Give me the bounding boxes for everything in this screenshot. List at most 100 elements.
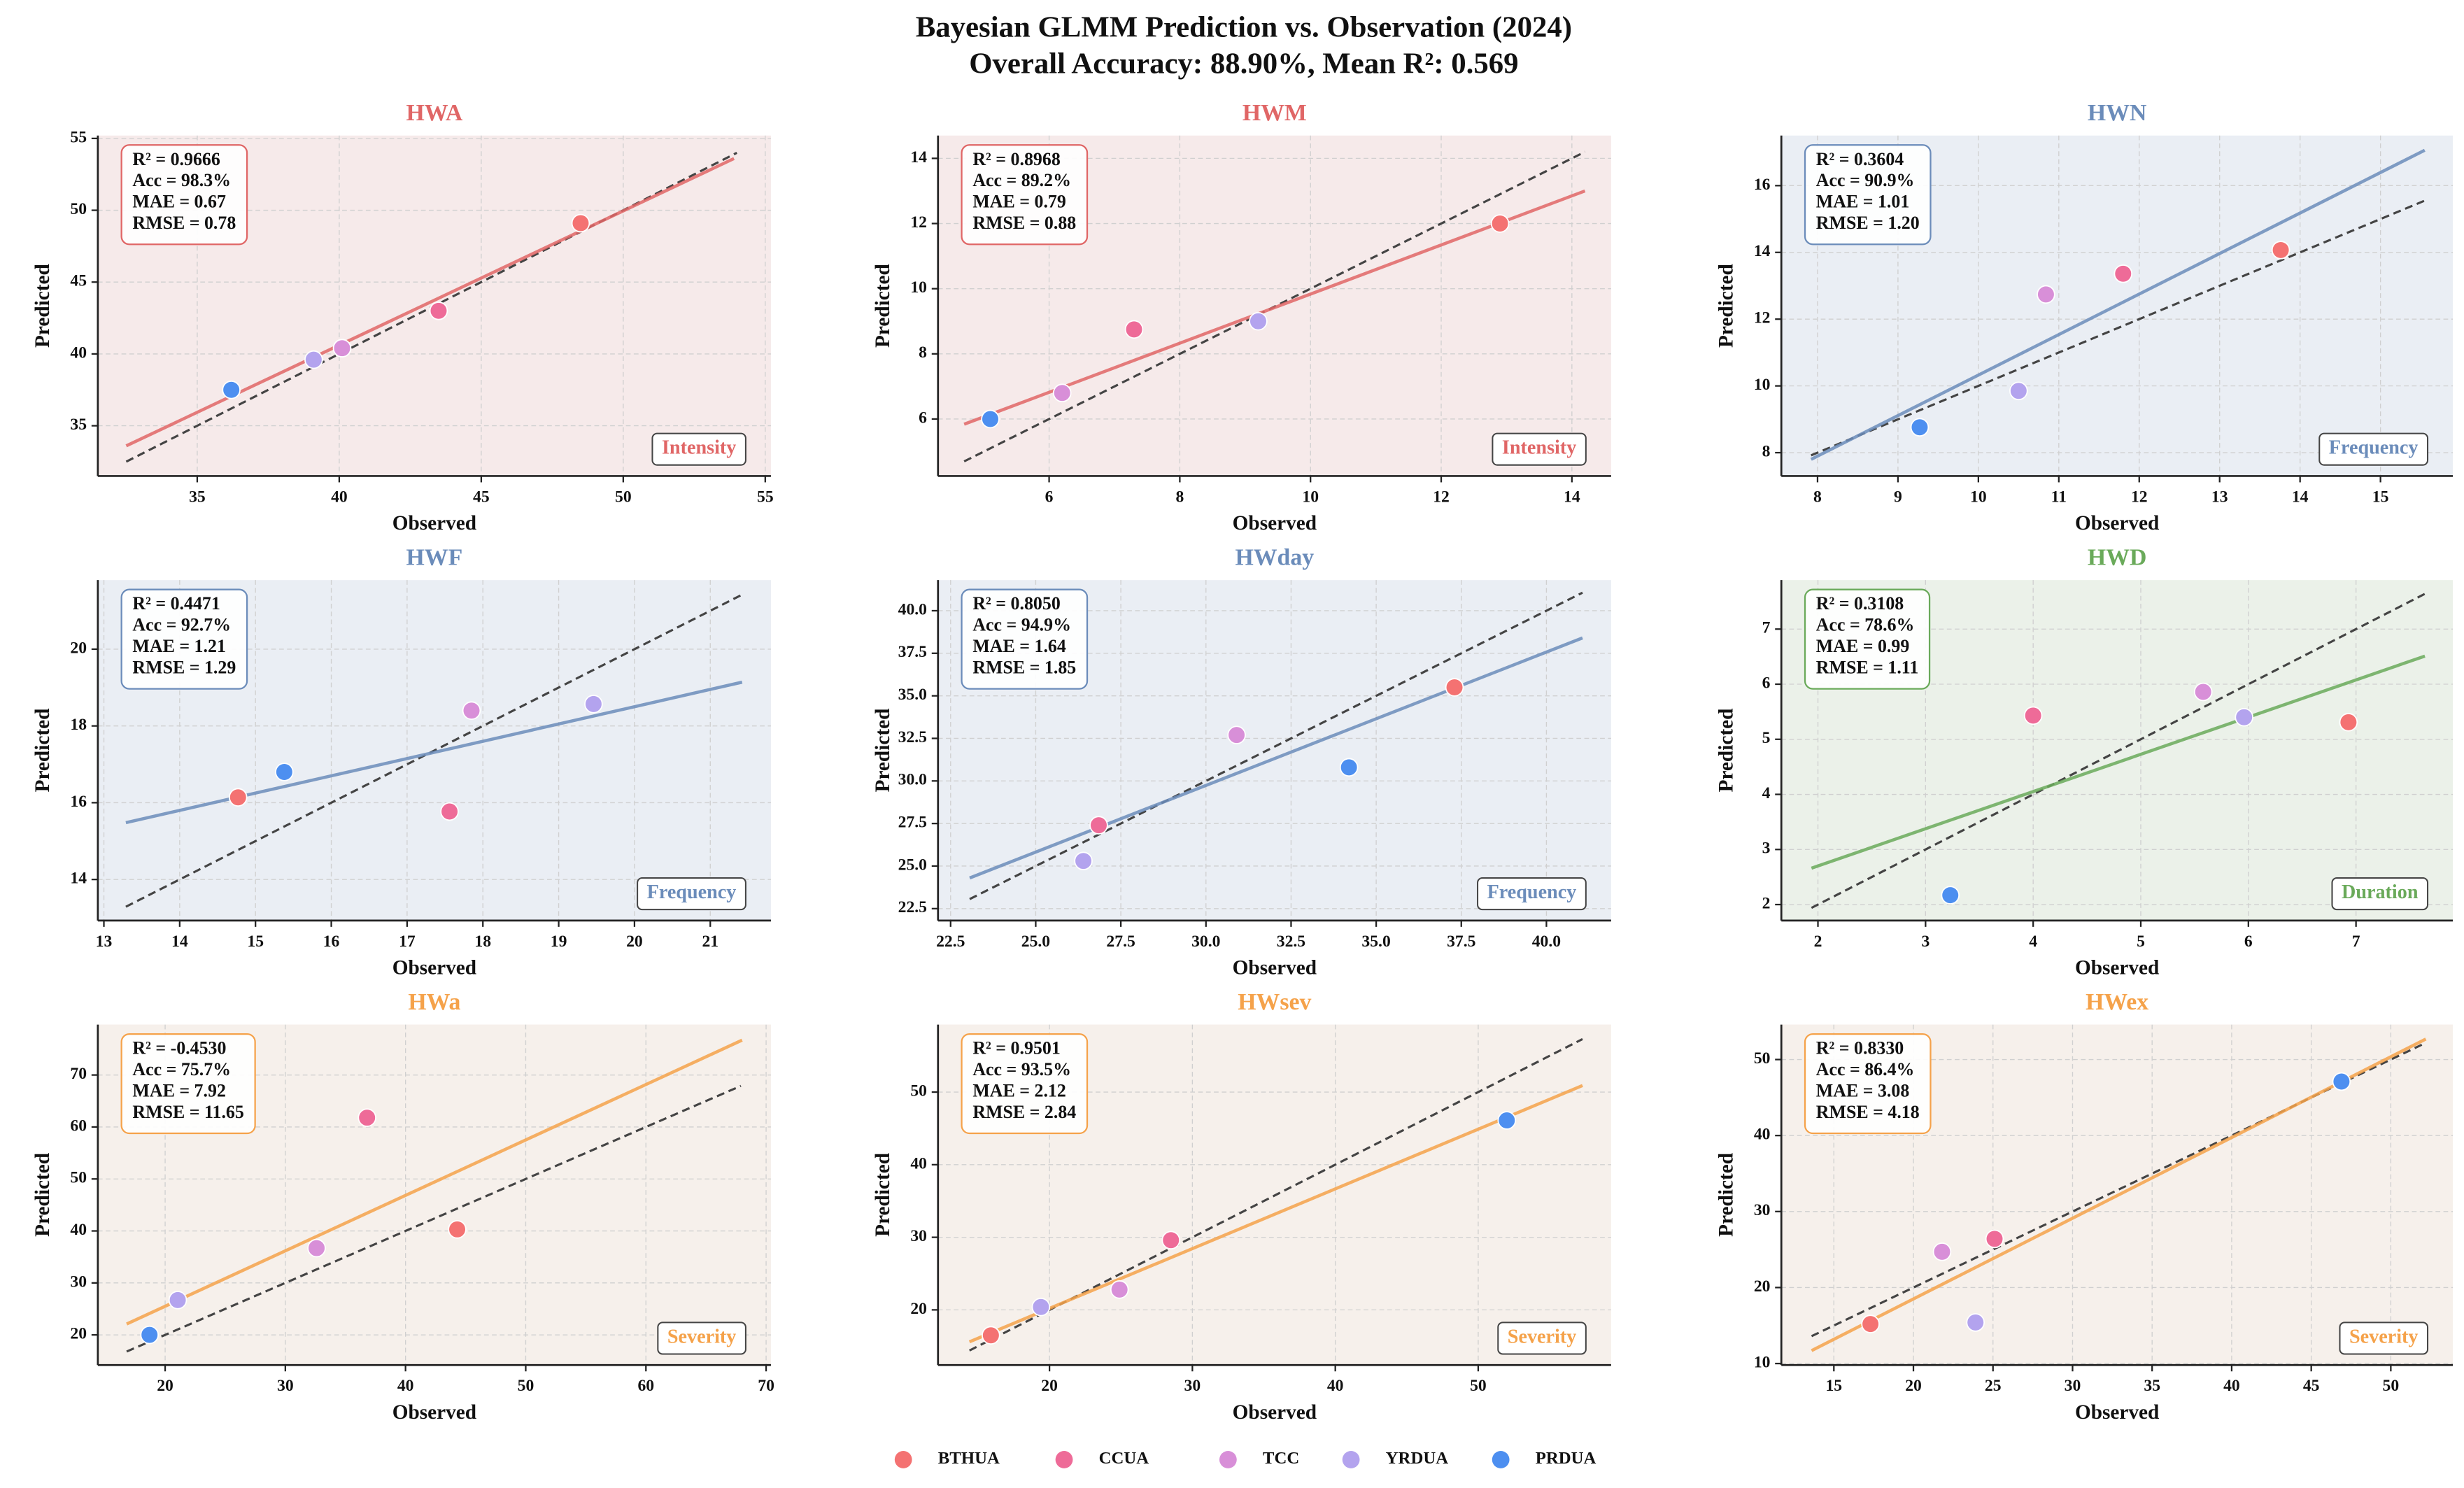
x-tick-label: 25.0: [1021, 933, 1050, 951]
x-tick-label: 50: [615, 488, 632, 506]
category-badge: [1477, 877, 1587, 911]
x-tick-label: 11: [2051, 488, 2067, 506]
y-tick-label: 50: [70, 1169, 87, 1187]
y-tick-label: 20: [910, 1300, 927, 1318]
x-tick-label: 22.5: [936, 933, 965, 951]
y-tick-label: 20: [1754, 1277, 1771, 1296]
y-tick-label: 5: [1762, 729, 1771, 747]
x-tick-label: 20: [626, 933, 643, 951]
legend-marker: [1055, 1451, 1073, 1468]
x-tick-label: 30.0: [1191, 933, 1220, 951]
x-tick-label: 7: [2352, 933, 2360, 951]
stats-text: MAE = 1.64: [972, 636, 1066, 656]
point: [1861, 1315, 1880, 1333]
category-label: Frequency: [2329, 437, 2419, 459]
y-axis-label: Predicted: [31, 709, 54, 793]
legend-label: CCUA: [1099, 1449, 1149, 1468]
stats-text: RMSE = 1.85: [972, 657, 1076, 677]
stats-text: Acc = 93.5%: [972, 1059, 1071, 1079]
stats-box: [961, 1033, 1089, 1135]
stats-text: RMSE = 0.88: [972, 213, 1076, 233]
x-tick-label: 10: [1302, 488, 1319, 506]
y-axis-label: Predicted: [872, 709, 894, 793]
point: [168, 1291, 187, 1310]
point: [1110, 1280, 1129, 1299]
legend-marker: [1492, 1451, 1510, 1468]
y-tick-label: 10: [910, 278, 927, 297]
y-tick-label: 6: [1762, 674, 1771, 692]
x-tick-label: 21: [702, 933, 718, 951]
y-tick-label: 22.5: [898, 898, 927, 916]
x-tick-label: 20: [157, 1377, 174, 1395]
x-axis-label: Observed: [392, 1401, 476, 1424]
x-tick-label: 55: [757, 488, 774, 506]
subplot: HWM 6 8 10 12 14 6 8 10 12 14 Observed Predicted R² =…: [872, 100, 1611, 534]
legend-label: PRDUA: [1536, 1449, 1596, 1468]
category-label: Frequency: [1487, 881, 1577, 903]
subplot-title: HWA: [406, 100, 463, 126]
subplot: HWA 35 40 45 50 55 35 40 45 50 55 Observed Predicted…: [31, 100, 774, 534]
y-axis-label: Predicted: [1715, 709, 1737, 793]
y-tick-label: 14: [910, 148, 927, 166]
point: [981, 409, 1000, 429]
y-tick-label: 45: [70, 272, 87, 290]
point: [982, 1326, 1000, 1345]
stats-text: R² = 0.3108: [1816, 593, 1904, 614]
point: [1052, 383, 1072, 402]
y-tick-label: 12: [910, 213, 927, 232]
x-axis-label: Observed: [1233, 512, 1317, 534]
subplot: HWF 13 14 15 16 17 18 19 20 21 14 16 18 20 Observed Pre…: [31, 545, 771, 979]
y-tick-label: 8: [919, 343, 927, 362]
y-tick-label: 18: [70, 716, 87, 734]
x-tick-label: 19: [551, 933, 567, 951]
stats-text: MAE = 7.92: [132, 1080, 225, 1100]
point: [462, 701, 481, 721]
y-tick-label: 7: [1762, 619, 1771, 637]
x-tick-label: 14: [1564, 488, 1580, 506]
point: [1089, 816, 1108, 835]
y-tick-label: 35.0: [898, 686, 927, 704]
x-axis-label: Observed: [392, 512, 476, 534]
x-tick-label: 13: [96, 933, 113, 951]
subplot: HWa 20 30 40 50 60 70 20 30 40 50 60 70 Observed Predi…: [31, 989, 774, 1424]
fit-line: [1810, 148, 2426, 461]
point: [2037, 285, 2055, 304]
stats-box: [120, 588, 248, 690]
legend-marker: [1219, 1451, 1237, 1468]
y-tick-label: 10: [1754, 1354, 1771, 1372]
category-badge: [2339, 1322, 2429, 1355]
stats-text: Acc = 90.9%: [1816, 170, 1915, 190]
category-label: Frequency: [647, 881, 737, 903]
y-tick-label: 40.0: [898, 600, 927, 618]
category-badge: [1492, 432, 1587, 466]
stats-box: [120, 144, 248, 246]
subplot-title: HWD: [2088, 545, 2146, 571]
stats-text: RMSE = 1.11: [1816, 657, 1918, 677]
fit-line: [126, 1038, 743, 1326]
y-tick-label: 40: [70, 1221, 87, 1239]
point: [1497, 1111, 1517, 1130]
y-tick-label: 40: [70, 343, 87, 362]
identity-line: [1811, 199, 2426, 457]
point: [2332, 1072, 2351, 1091]
x-tick-label: 40: [1327, 1377, 1344, 1395]
stats-text: R² = 0.3604: [1816, 149, 1904, 169]
point: [1966, 1313, 1985, 1332]
fit-line: [969, 636, 1583, 880]
point: [2023, 706, 2043, 725]
point: [2235, 707, 2253, 727]
x-tick-label: 30: [1184, 1377, 1201, 1395]
stats-text: MAE = 0.79: [972, 192, 1066, 212]
legend-label: TCC: [1263, 1449, 1299, 1468]
stats-text: MAE = 2.12: [972, 1080, 1066, 1100]
y-tick-label: 32.5: [898, 728, 927, 746]
y-tick-label: 30: [70, 1273, 87, 1291]
point: [2113, 264, 2133, 283]
x-tick-label: 15: [1825, 1377, 1842, 1395]
category-badge: [2331, 877, 2429, 911]
x-axis-label: Observed: [2075, 1401, 2159, 1424]
y-axis-label: Predicted: [872, 1153, 894, 1237]
subplot-title: HWM: [1242, 100, 1307, 126]
x-tick-label: 25: [1985, 1377, 2002, 1395]
x-tick-label: 60: [637, 1377, 654, 1395]
